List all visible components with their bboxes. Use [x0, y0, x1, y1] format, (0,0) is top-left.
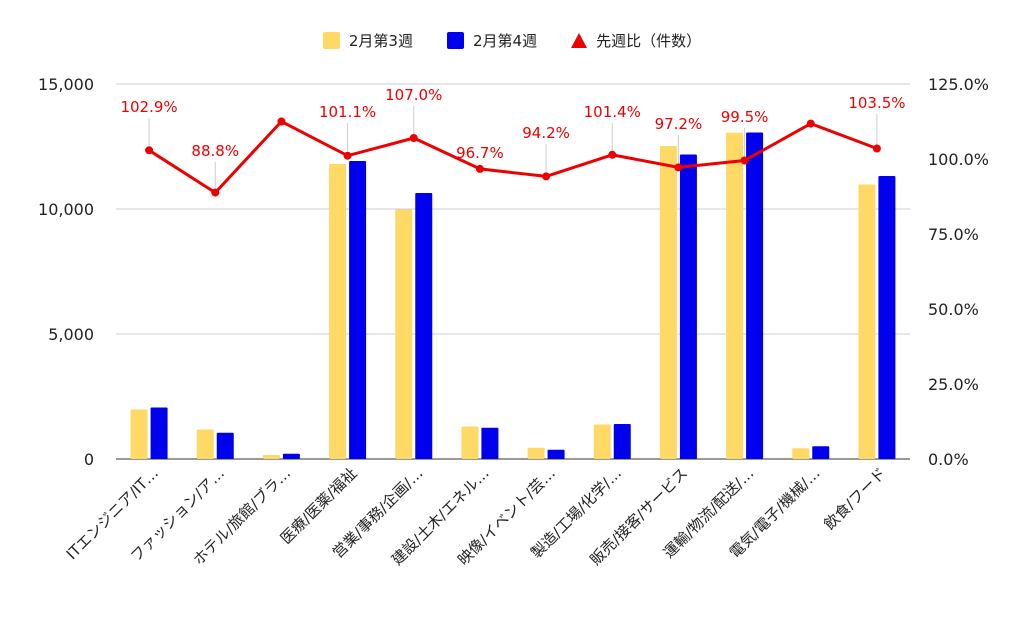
bar [878, 176, 896, 459]
y-right-tick-label: 75.0% [928, 225, 979, 244]
bar [792, 448, 810, 459]
ratio-point [608, 150, 617, 159]
bar [593, 424, 611, 459]
legend-triangle-icon [571, 33, 588, 48]
legend-item-week3: 2月第3週 [322, 30, 413, 51]
ratio-point [542, 172, 551, 181]
y-left-tick-label: 5,000 [48, 325, 94, 344]
bar [130, 409, 148, 459]
chart-legend: 2月第3週 2月第4週 先週比（件数） [0, 30, 1024, 51]
bar [150, 407, 168, 459]
bar [329, 164, 347, 459]
legend-swatch-week3 [322, 32, 340, 49]
legend-swatch-week4 [446, 32, 464, 49]
bar [282, 453, 300, 459]
bar [726, 132, 744, 459]
bar [812, 446, 830, 459]
ratio-point [674, 163, 683, 172]
data-label: 101.4% [584, 103, 641, 121]
bar [527, 447, 545, 459]
data-label: 99.5% [721, 108, 769, 126]
data-label: 101.1% [319, 103, 376, 121]
ratio-point [475, 164, 484, 173]
ratio-point [211, 188, 220, 197]
ratio-point [409, 134, 418, 142]
y-left-tick-label: 15,000 [38, 75, 94, 94]
x-tick-label: 飲食/フード [820, 464, 889, 533]
bar [415, 193, 433, 459]
bar [481, 427, 499, 459]
y-right-tick-label: 125.0% [928, 75, 989, 94]
bar [659, 146, 677, 459]
legend-label-ratio: 先週比（件数） [596, 32, 702, 50]
bar [262, 455, 280, 459]
bar [395, 209, 413, 459]
ratio-point [872, 144, 881, 153]
bar [349, 161, 367, 459]
ratio-point [343, 151, 352, 160]
bar [613, 424, 631, 459]
data-label: 96.7% [456, 144, 504, 162]
ratio-point [145, 146, 154, 155]
y-right-tick-label: 100.0% [928, 150, 989, 169]
y-right-tick-label: 50.0% [928, 300, 979, 319]
ratio-line [148, 120, 878, 195]
y-right-tick-label: 25.0% [928, 375, 979, 394]
legend-item-week4: 2月第4週 [446, 30, 538, 51]
y-left-tick-label: 0 [84, 450, 94, 469]
y-left-tick-label: 10,000 [38, 200, 94, 219]
legend-label-week4: 2月第4週 [472, 32, 538, 50]
bar [858, 184, 876, 459]
data-label: 94.2% [522, 124, 570, 142]
y-right-tick-label: 0.0% [928, 450, 969, 469]
data-label: 88.8% [191, 142, 239, 160]
bar [216, 432, 234, 459]
data-label: 102.9% [120, 98, 177, 116]
legend-label-week3: 2月第3週 [348, 32, 413, 50]
data-label: 107.0% [385, 86, 442, 104]
bar [461, 426, 479, 459]
bar [746, 132, 764, 459]
bar [196, 429, 214, 459]
ratio-point [277, 117, 286, 126]
ratio-point [740, 156, 749, 165]
legend-item-ratio: 先週比（件数） [571, 30, 701, 51]
data-label: 97.2% [655, 115, 703, 133]
bar [547, 449, 565, 459]
bar [679, 154, 697, 459]
ratio-point [806, 119, 815, 128]
data-label: 103.5% [848, 94, 905, 112]
